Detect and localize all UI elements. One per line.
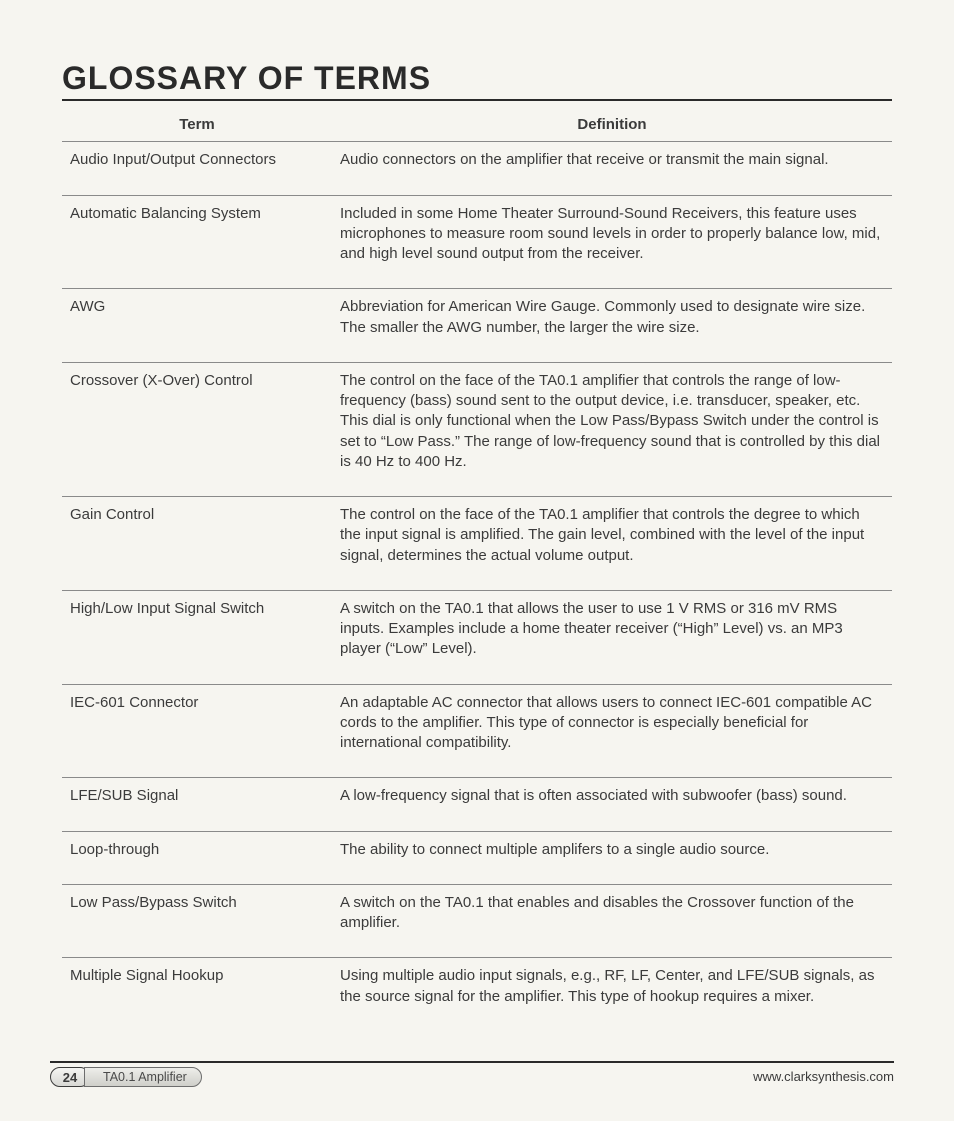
table-row: Automatic Balancing SystemIncluded in so… (62, 195, 892, 289)
term-cell: Low Pass/Bypass Switch (62, 884, 332, 958)
definition-cell: An adaptable AC connector that allows us… (332, 684, 892, 778)
definition-cell: The control on the face of the TA0.1 amp… (332, 362, 892, 496)
page-title: GLOSSARY OF TERMS (62, 60, 892, 101)
table-row: High/Low Input Signal SwitchA switch on … (62, 590, 892, 684)
definition-cell: Using multiple audio input signals, e.g.… (332, 958, 892, 1031)
term-cell: Crossover (X-Over) Control (62, 362, 332, 496)
table-row: Gain ControlThe control on the face of t… (62, 497, 892, 591)
term-cell: IEC-601 Connector (62, 684, 332, 778)
table-row: Multiple Signal HookupUsing multiple aud… (62, 958, 892, 1031)
term-cell: AWG (62, 289, 332, 363)
table-row: Loop-throughThe ability to connect multi… (62, 831, 892, 884)
definition-cell: Included in some Home Theater Surround-S… (332, 195, 892, 289)
product-label: TA0.1 Amplifier (84, 1067, 202, 1087)
term-cell: LFE/SUB Signal (62, 778, 332, 831)
definition-cell: Abbreviation for American Wire Gauge. Co… (332, 289, 892, 363)
definition-cell: The ability to connect multiple amplifer… (332, 831, 892, 884)
term-cell: Audio Input/Output Connectors (62, 142, 332, 195)
definition-cell: Audio connectors on the amplifier that r… (332, 142, 892, 195)
definition-cell: A switch on the TA0.1 that allows the us… (332, 590, 892, 684)
footer-url: www.clarksynthesis.com (753, 1067, 894, 1084)
table-row: Low Pass/Bypass SwitchA switch on the TA… (62, 884, 892, 958)
page-footer: 24 TA0.1 Amplifier www.clarksynthesis.co… (50, 1061, 894, 1091)
definition-cell: A switch on the TA0.1 that enables and d… (332, 884, 892, 958)
term-cell: Multiple Signal Hookup (62, 958, 332, 1031)
definition-cell: The control on the face of the TA0.1 amp… (332, 497, 892, 591)
glossary-table: Term Definition Audio Input/Output Conne… (62, 111, 892, 1031)
term-cell: High/Low Input Signal Switch (62, 590, 332, 684)
term-cell: Loop-through (62, 831, 332, 884)
table-row: LFE/SUB SignalA low-frequency signal tha… (62, 778, 892, 831)
table-row: Crossover (X-Over) ControlThe control on… (62, 362, 892, 496)
term-cell: Automatic Balancing System (62, 195, 332, 289)
table-row: Audio Input/Output ConnectorsAudio conne… (62, 142, 892, 195)
definition-cell: A low-frequency signal that is often ass… (332, 778, 892, 831)
term-cell: Gain Control (62, 497, 332, 591)
col-header-definition: Definition (332, 111, 892, 142)
col-header-term: Term (62, 111, 332, 142)
table-row: IEC-601 ConnectorAn adaptable AC connect… (62, 684, 892, 778)
table-row: AWGAbbreviation for American Wire Gauge.… (62, 289, 892, 363)
